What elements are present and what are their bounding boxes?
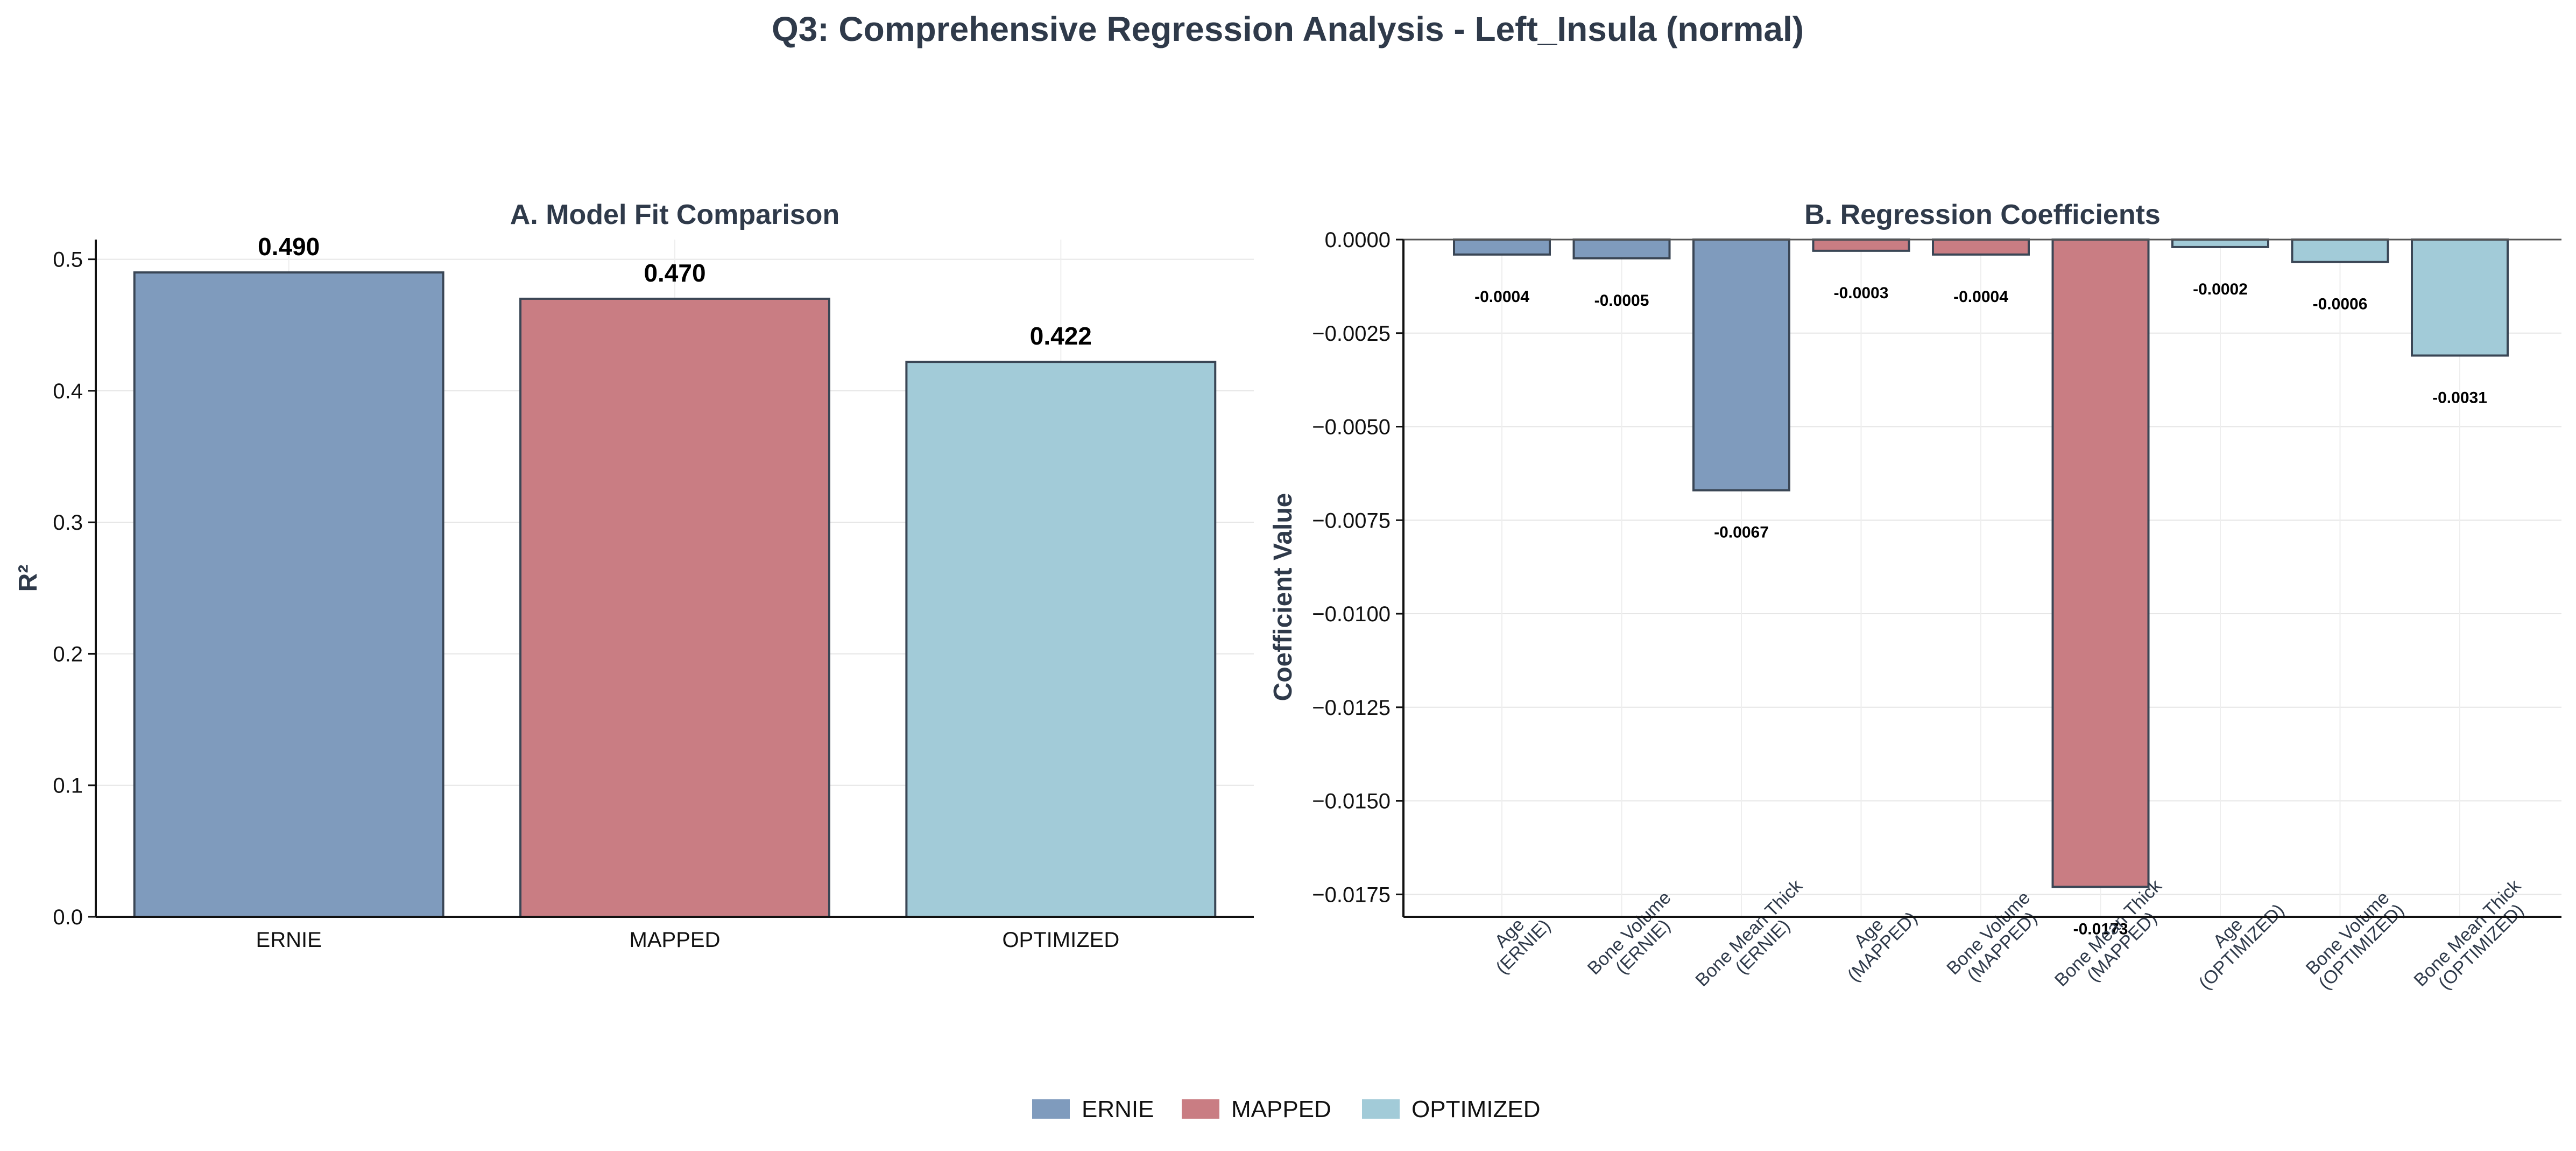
legend-label-optimized: OPTIMIZED <box>1411 1096 1541 1122</box>
panel-b-bar <box>1692 238 1790 492</box>
panel-b-y-tick-label: −0.0100 <box>1312 602 1391 626</box>
panel-b-x-tick-label: Age(ERNIE) <box>1478 902 1555 978</box>
panel-b-x-tick-label: Bone Volume(OPTIMIZED) <box>2301 886 2408 993</box>
panel-a-x-tick-label: ERNIE <box>256 928 322 952</box>
panel-b-x-tick-label: Age(OPTIMIZED) <box>2181 886 2288 993</box>
panel-b-value-label: -0.0004 <box>1953 288 2008 306</box>
legend-label-mapped: MAPPED <box>1231 1096 1331 1122</box>
panel-a-value-label: 0.490 <box>258 233 320 261</box>
panel-b-bar <box>2411 238 2509 357</box>
legend-swatch-ernie <box>1032 1099 1070 1119</box>
panel-a-value-label: 0.422 <box>1030 322 1092 350</box>
panel-b-y-axis-label: Coefficient Value <box>1269 493 1297 701</box>
panel-a-bar-optimized <box>905 361 1217 918</box>
panel-a-y-tick-label: 0.3 <box>53 511 83 535</box>
panel-a-value-label: 0.470 <box>644 259 705 287</box>
panel-a-y-tick-label: 0.0 <box>53 906 83 929</box>
panel-b-y-tick-label: −0.0050 <box>1312 416 1391 439</box>
panel-b-title: B. Regression Coefficients <box>1804 199 2161 230</box>
panel-a-y-tick-label: 0.1 <box>53 774 83 798</box>
panel-b-bar <box>1453 238 1551 256</box>
panel-b-bar <box>1932 238 2030 256</box>
legend: ERNIE MAPPED OPTIMIZED <box>1032 1096 1541 1122</box>
legend-label-ernie: ERNIE <box>1082 1096 1154 1122</box>
panel-b-value-label: -0.0067 <box>1714 524 1769 542</box>
panel-b-x-tick-label: Bone Volume(MAPPED) <box>1943 887 2048 992</box>
panel-b-y-tick-label: −0.0125 <box>1312 696 1391 720</box>
panel-b-value-label: -0.0173 <box>2073 920 2128 938</box>
panel-a-bar-ernie <box>133 271 444 918</box>
legend-swatch-mapped <box>1182 1099 1219 1119</box>
panel-b-value-label: -0.0006 <box>2313 296 2368 313</box>
panel-a-y-tick-label: 0.2 <box>53 642 83 666</box>
panel-b-y-tick-label: −0.0075 <box>1312 509 1391 532</box>
panel-b-bar <box>1812 238 1910 252</box>
panel-b-value-label: -0.0005 <box>1594 292 1649 310</box>
panel-b-y-tick-label: −0.0175 <box>1312 883 1391 907</box>
panel-b-bar <box>2051 238 2150 888</box>
panel-b-value-label: -0.0004 <box>1474 288 1529 306</box>
panel-b-value-label: -0.0002 <box>2193 280 2248 298</box>
panel-a-y-axis-label: R² <box>14 565 43 592</box>
panel-a-y-tick-label: 0.5 <box>53 248 83 272</box>
panel-b-x-tick-label: Age(MAPPED) <box>1830 894 1922 986</box>
panel-b-bar <box>1572 238 1671 259</box>
panel-b-y-tick-label: −0.0150 <box>1312 790 1391 813</box>
panel-b-bar <box>2291 238 2389 263</box>
panel-a-title: A. Model Fit Comparison <box>510 199 839 230</box>
legend-swatch-optimized <box>1362 1099 1400 1119</box>
panel-a-model-fit: 0.490 ERNIE 0.470 MAPPED 0.422 OPTIMIZED 0.0 0.… <box>14 199 1254 952</box>
panel-b-value-label: -0.0031 <box>2432 389 2487 406</box>
panel-b-y-tick-label: −0.0025 <box>1312 322 1391 346</box>
figure-suptitle: Q3: Comprehensive Regression Analysis - … <box>772 10 1804 48</box>
panel-b-value-label: -0.0003 <box>1834 284 1889 302</box>
panel-b-bar <box>2171 238 2269 248</box>
panel-a-bar-mapped <box>519 297 830 918</box>
panel-a-x-tick-label: OPTIMIZED <box>1002 928 1119 952</box>
panel-b-regression-coefficients: -0.0004 Age(ERNIE) -0.0005 Bone Volume(ERNI… <box>1269 199 2561 994</box>
panel-a-y-tick-label: 0.4 <box>53 380 83 403</box>
panel-b-y-tick-label: 0.0000 <box>1325 228 1391 252</box>
panel-b-x-tick-label: Bone Volume(ERNIE) <box>1584 887 1689 992</box>
panel-a-x-tick-label: MAPPED <box>630 928 721 952</box>
